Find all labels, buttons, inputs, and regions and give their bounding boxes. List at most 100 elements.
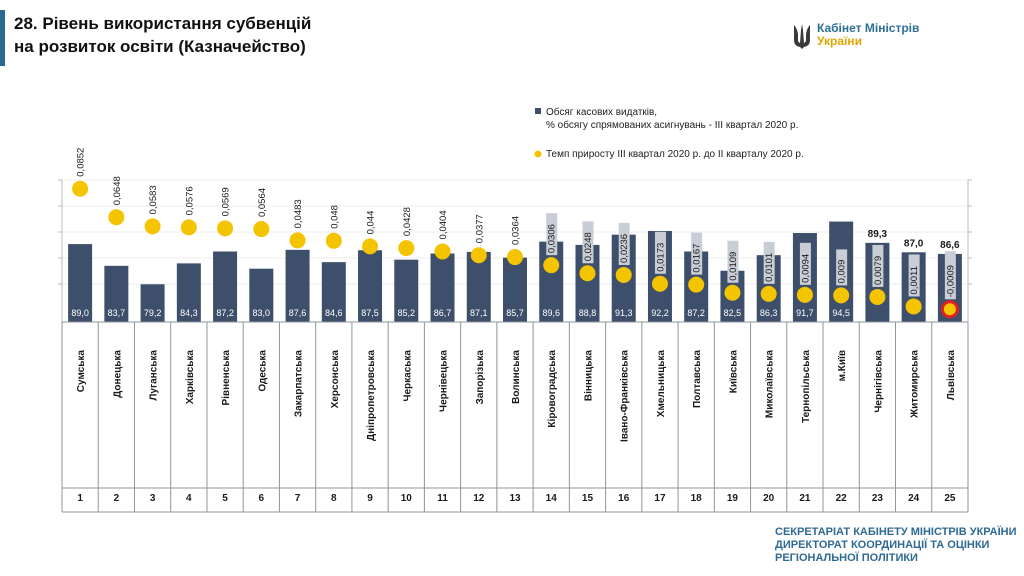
category-label: Одеська <box>257 350 268 392</box>
growth-dot <box>108 209 125 226</box>
dot-label-bg <box>618 222 630 265</box>
growth-dot <box>507 249 523 266</box>
rank-label: 15 <box>582 493 594 504</box>
category-label: Дніпропетровська <box>366 350 377 441</box>
bar-value-label: 87,1 <box>470 308 488 318</box>
bar-value-label: 89,0 <box>71 308 89 318</box>
category-label: Хмельницька <box>656 350 667 418</box>
cabinet-logo: Кабінет Міністрів України <box>792 22 919 50</box>
category-label: Закарпатська <box>294 350 305 418</box>
dot-value-label: 0,0094 <box>800 254 811 283</box>
rank-label: 5 <box>222 493 228 504</box>
footer-line-1: СЕКРЕТАРІАТ КАБІНЕТУ МІНІСТРІВ УКРАЇНИ <box>775 526 1017 538</box>
title-accent-bar <box>0 10 5 66</box>
dot-label-bg <box>763 241 775 284</box>
bar-value-label: 87,2 <box>687 308 705 318</box>
dot-value-label: 0,0428 <box>402 207 413 236</box>
category-label: Луганська <box>149 350 160 401</box>
bar-value-label: 83,7 <box>108 308 126 318</box>
growth-dot <box>180 219 197 236</box>
legend-bar-label-2: % обсягу спрямованих асигнувань - ІІІ кв… <box>546 119 798 131</box>
dot-value-label: 0,0576 <box>184 186 195 215</box>
rank-label: 18 <box>691 493 703 504</box>
category-table: Сумська 1 Донецька 2 Луганська 3 Харківська 4 Рі… <box>61 321 969 513</box>
bar-value-label: 89,6 <box>542 308 560 318</box>
dot-value-label: 0,0852 <box>76 148 87 177</box>
bar-value-label: 85,7 <box>506 308 524 318</box>
category-label: Запорізька <box>475 350 486 405</box>
bar <box>68 244 93 322</box>
category-label: Волинська <box>511 350 522 404</box>
rank-label: 13 <box>509 493 521 504</box>
category-label: Івано-Франківська <box>620 350 631 442</box>
category-label: Харківська <box>185 350 196 405</box>
chart: Обсяг касових видатків, % обсягу спрямов… <box>58 106 972 513</box>
rank-label: 6 <box>259 493 265 504</box>
growth-dot <box>72 180 89 197</box>
bar-value-label: 84,3 <box>180 308 198 318</box>
dot-label-bg <box>836 249 848 286</box>
rank-label: 2 <box>114 493 120 504</box>
dot-label-bg <box>691 232 703 275</box>
logo-text-line-1: Кабінет Міністрів <box>817 21 920 35</box>
category-label: Чернівецька <box>439 350 450 412</box>
growth-dot <box>289 232 306 249</box>
growth-dot <box>651 275 668 292</box>
dot-value-label: 0,0079 <box>873 256 884 285</box>
dot-value-label: 0,044 <box>366 211 377 235</box>
legend-bar-label-1: Обсяг касових видатків, <box>546 106 657 118</box>
rank-label: 10 <box>401 493 413 504</box>
bar <box>285 249 310 322</box>
bar <box>104 265 129 322</box>
growth-dot <box>760 285 777 302</box>
rank-label: 8 <box>331 493 337 504</box>
dot-value-label: 0,0173 <box>655 243 666 272</box>
dot-value-label: 0,0583 <box>148 185 159 214</box>
bar-value-label: 85,2 <box>398 308 416 318</box>
footer: СЕКРЕТАРІАТ КАБІНЕТУ МІНІСТРІВ УКРАЇНИ Д… <box>775 526 1016 565</box>
dot-value-label: 0,0011 <box>909 266 920 294</box>
growth-dot <box>905 298 922 315</box>
legend-dot-label: Темп приросту ІІІ квартал 2020 р. до ІІ … <box>546 149 804 160</box>
dot-value-label: 0,0377 <box>474 214 485 243</box>
logo-text-line-2: України <box>817 34 863 48</box>
rank-label: 9 <box>367 493 373 504</box>
dot-value-label: 0,0364 <box>511 216 522 245</box>
rank-label: 21 <box>799 493 811 504</box>
dot-value-label: 0,048 <box>329 205 340 229</box>
growth-dot <box>362 238 379 255</box>
rank-label: 22 <box>836 493 848 504</box>
rank-label: 1 <box>77 493 83 504</box>
category-label: Чернігівська <box>873 350 884 413</box>
category-label: Львівська <box>946 350 957 401</box>
growth-dot <box>943 303 956 316</box>
category-label: Кіровоградська <box>547 350 558 428</box>
dot-label-bg <box>582 221 594 264</box>
dot-label-bg <box>799 242 811 285</box>
growth-dot <box>144 218 161 235</box>
dot-label-bg <box>872 244 884 287</box>
title-line-1: 28. Рівень використання субвенцій <box>14 14 312 33</box>
rank-label: 24 <box>908 493 920 504</box>
title-line-2: на розвиток освіти (Казначейство) <box>14 37 306 56</box>
bar <box>430 253 455 322</box>
bar <box>394 259 419 322</box>
category-label: Тернопільська <box>801 350 812 423</box>
dot-value-label: 0,0167 <box>692 244 703 273</box>
category-label: Донецька <box>112 350 123 398</box>
bar-value-label: 79,2 <box>144 308 162 318</box>
dot-label-bg <box>546 213 558 256</box>
category-label: Київська <box>728 350 739 394</box>
rank-label: 25 <box>944 493 956 504</box>
growth-dot <box>434 243 451 260</box>
growth-dot <box>869 288 886 305</box>
bar-value-label: 84,6 <box>325 308 343 318</box>
footer-line-2: ДИРЕКТОРАТ КООРДИНАЦІЇ ТА ОЦІНКИ <box>775 539 990 551</box>
category-label: Херсонська <box>330 350 341 409</box>
rank-label: 4 <box>186 493 192 504</box>
bar-value-label: 86,6 <box>940 240 960 251</box>
bar <box>213 251 238 322</box>
growth-dot <box>470 247 487 264</box>
dot-value-label: 0,0101 <box>764 253 775 282</box>
growth-dot <box>398 240 415 257</box>
